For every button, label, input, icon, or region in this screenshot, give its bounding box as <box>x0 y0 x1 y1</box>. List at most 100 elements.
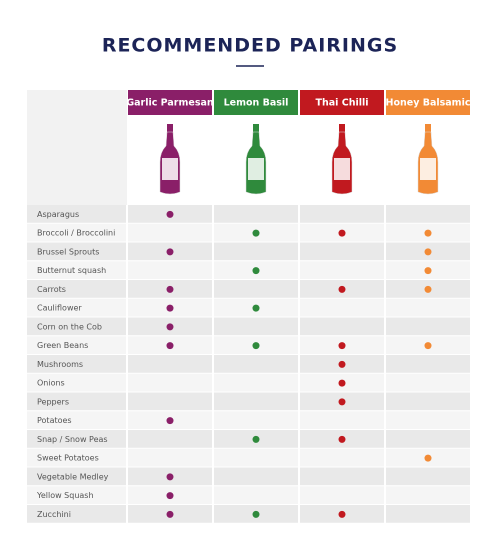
row-label-cell <box>27 261 126 279</box>
row-label: Mushrooms <box>37 360 83 369</box>
column-label: Thai Chilli <box>316 98 369 109</box>
pairing-dot <box>166 323 174 331</box>
row-label: Snap / Snow Peas <box>37 435 108 444</box>
bottle-cap <box>167 124 173 132</box>
row-label-cell <box>27 448 126 467</box>
pairing-dot <box>252 435 260 443</box>
cell <box>300 411 384 429</box>
row-label-cell <box>27 392 126 411</box>
row-label: Broccoli / Broccolini <box>37 229 115 238</box>
column-label: Lemon Basil <box>224 98 289 109</box>
pairing-dot <box>252 229 260 237</box>
row-label: Peppers <box>37 397 69 406</box>
cell <box>214 392 298 411</box>
row-label: Brussel Sprouts <box>37 247 99 256</box>
cell <box>214 448 298 467</box>
cell <box>128 430 212 448</box>
pairing-dot <box>338 398 346 406</box>
row-label: Cauliflower <box>37 304 82 313</box>
cell <box>300 242 384 261</box>
row-label: Zucchini <box>37 510 71 519</box>
cell <box>386 505 470 523</box>
cell <box>128 223 212 242</box>
row-label-cell <box>27 336 126 354</box>
pairing-dot <box>424 285 432 293</box>
bottle-label <box>162 158 178 180</box>
bottle-label <box>248 158 264 180</box>
pairing-dot <box>338 229 346 237</box>
pairing-dot <box>166 304 174 312</box>
cell <box>214 467 298 486</box>
column-label: Garlic Parmesan <box>126 98 214 109</box>
row-label-cell <box>27 298 126 317</box>
bottle-label <box>420 158 436 180</box>
row-label-cell <box>27 317 126 336</box>
pairing-dot <box>252 342 260 350</box>
bottle-cap <box>339 124 345 132</box>
cell <box>300 298 384 317</box>
cell <box>386 205 470 223</box>
cell <box>128 355 212 373</box>
cell <box>386 317 470 336</box>
row-label-cell <box>27 205 126 223</box>
row-label-cell <box>27 486 126 504</box>
cell <box>386 430 470 448</box>
cell <box>386 467 470 486</box>
column-header <box>128 90 212 115</box>
cell <box>214 411 298 429</box>
row-label: Yellow Squash <box>36 491 94 500</box>
cell <box>214 280 298 298</box>
cell <box>300 317 384 336</box>
row-label: Sweet Potatoes <box>37 454 99 463</box>
row-label: Asparagus <box>37 210 79 219</box>
cell <box>128 392 212 411</box>
pairing-dot <box>166 510 174 518</box>
pairing-dot <box>166 417 174 425</box>
cell <box>300 486 384 504</box>
cell <box>386 392 470 411</box>
cell <box>128 261 212 279</box>
pairing-dot <box>166 285 174 293</box>
pairing-dot <box>424 248 432 256</box>
column-label: Honey Balsamic <box>386 98 471 109</box>
cell <box>300 467 384 486</box>
bottle-cap <box>253 124 259 132</box>
pairing-dot <box>252 267 260 275</box>
pairing-dot <box>166 492 174 500</box>
row-label-cell <box>27 242 126 261</box>
cell <box>214 355 298 373</box>
cell <box>386 373 470 392</box>
cell <box>214 373 298 392</box>
pairing-dot <box>166 248 174 256</box>
pairing-dot <box>424 342 432 350</box>
pairing-dot <box>166 210 174 218</box>
pairing-dot <box>338 285 346 293</box>
pairing-dot <box>338 510 346 518</box>
pairing-dot <box>424 229 432 237</box>
row-label-cell <box>27 430 126 448</box>
cell <box>214 242 298 261</box>
pairing-dot <box>338 379 346 387</box>
cell <box>214 205 298 223</box>
cell <box>386 486 470 504</box>
row-label: Vegetable Medley <box>37 472 109 481</box>
row-label-cell <box>27 223 126 242</box>
row-label: Carrots <box>37 285 66 294</box>
cell <box>386 411 470 429</box>
row-label-cell <box>27 355 126 373</box>
cell <box>300 448 384 467</box>
bottle-cap <box>425 124 431 132</box>
row-label-cell <box>27 373 126 392</box>
row-label: Onions <box>37 379 65 388</box>
cell <box>214 317 298 336</box>
pairing-dot <box>338 342 346 350</box>
pairing-dot <box>252 304 260 312</box>
pairing-dot <box>424 267 432 275</box>
cell <box>128 373 212 392</box>
title: RECOMMENDED PAIRINGS <box>102 35 398 57</box>
pairing-dot <box>252 510 260 518</box>
cell <box>386 298 470 317</box>
cell <box>300 261 384 279</box>
row-label: Corn on the Cob <box>37 322 102 331</box>
row-label-cell <box>27 467 126 486</box>
